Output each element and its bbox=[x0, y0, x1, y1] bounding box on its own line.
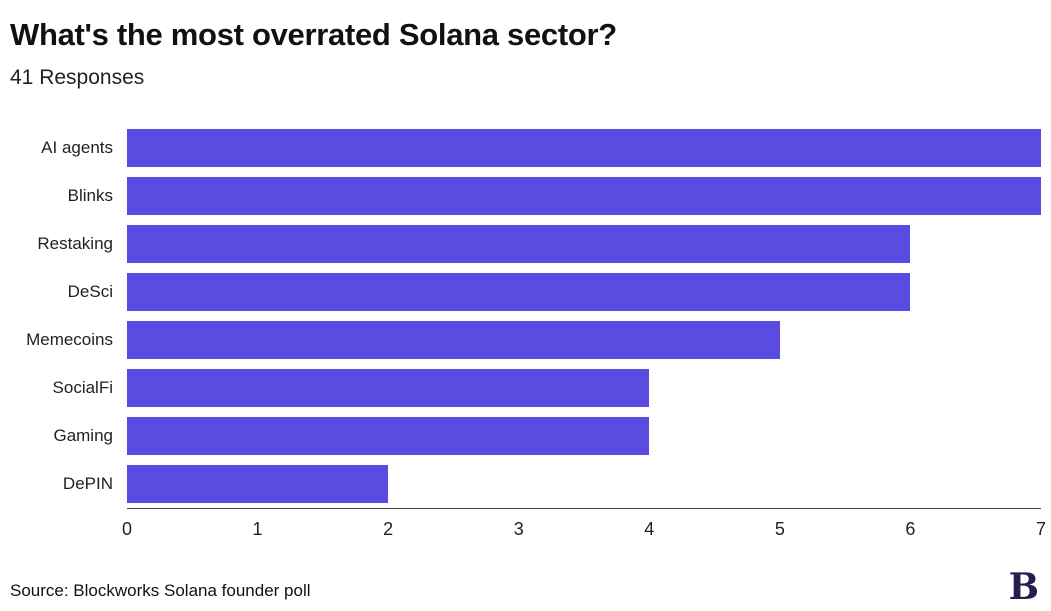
bar-desci bbox=[127, 273, 911, 312]
bar-blinks bbox=[127, 177, 1041, 216]
bar-track bbox=[127, 321, 1041, 360]
bar-row: DeSci bbox=[10, 268, 1041, 316]
x-tick-label: 2 bbox=[383, 519, 394, 540]
bar-track bbox=[127, 273, 1041, 312]
category-label: DeSci bbox=[67, 282, 113, 302]
bar-row: SocialFi bbox=[10, 364, 1041, 412]
category-label: Memecoins bbox=[26, 330, 113, 350]
bar-row: Gaming bbox=[10, 412, 1041, 460]
x-tick-label: 4 bbox=[644, 519, 655, 540]
bar-track bbox=[127, 465, 1041, 504]
bar-track bbox=[127, 369, 1041, 408]
bar-track bbox=[127, 177, 1041, 216]
x-tick-label: 7 bbox=[1035, 519, 1047, 540]
bar-track bbox=[127, 129, 1041, 168]
category-label: AI agents bbox=[41, 138, 113, 158]
x-axis: 0 1 2 3 4 5 6 7 bbox=[122, 508, 1046, 548]
bar-row: Blinks bbox=[10, 172, 1041, 220]
x-tick-label: 6 bbox=[905, 519, 916, 540]
blockworks-logo-icon: B bbox=[1008, 566, 1039, 608]
category-label: Blinks bbox=[67, 186, 113, 206]
x-tick-label: 5 bbox=[774, 519, 785, 540]
bar-depin bbox=[127, 465, 389, 504]
bar-track bbox=[127, 225, 1041, 264]
bar-row: Restaking bbox=[10, 220, 1041, 268]
category-label: DePIN bbox=[62, 474, 113, 494]
bar-gaming bbox=[127, 417, 650, 456]
x-tick-label: 3 bbox=[513, 519, 524, 540]
chart-title: What's the most overrated Solana sector? bbox=[10, 17, 617, 52]
category-label: SocialFi bbox=[52, 378, 113, 398]
bar-row: AI agents bbox=[10, 124, 1041, 172]
bar-row: Memecoins bbox=[10, 316, 1041, 364]
bar-chart: AI agents Blinks Restaking DeSci Memecoins So… bbox=[10, 124, 1046, 548]
bar-rows: AI agents Blinks Restaking DeSci Memecoins So… bbox=[10, 124, 1041, 508]
bar-row: DePIN bbox=[10, 460, 1041, 508]
category-label: Gaming bbox=[53, 426, 113, 446]
bar-socialfi bbox=[127, 369, 650, 408]
bar-restaking bbox=[127, 225, 911, 264]
x-tick-label: 0 bbox=[121, 519, 133, 540]
bar-track bbox=[127, 417, 1041, 456]
footer: Source: Blockworks Solana founder poll B bbox=[10, 569, 1039, 605]
bar-memecoins bbox=[127, 321, 780, 360]
chart-subtitle: 41 Responses bbox=[10, 66, 145, 90]
source-credit: Source: Blockworks Solana founder poll bbox=[10, 581, 311, 600]
category-label: Restaking bbox=[37, 234, 113, 254]
bar-ai-agents bbox=[127, 129, 1041, 168]
x-tick-label: 1 bbox=[252, 519, 263, 540]
